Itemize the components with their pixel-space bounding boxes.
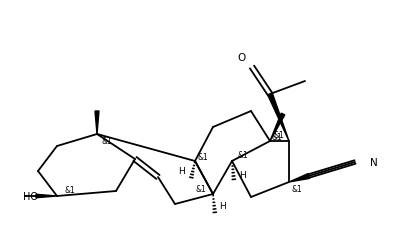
Polygon shape: [268, 94, 289, 142]
Text: O: O: [238, 53, 246, 63]
Text: &1: &1: [101, 136, 112, 145]
Polygon shape: [95, 112, 99, 134]
Polygon shape: [36, 194, 57, 198]
Text: &1: &1: [273, 130, 284, 139]
Text: HO: HO: [23, 191, 38, 201]
Text: H: H: [178, 166, 184, 175]
Text: H: H: [220, 202, 226, 211]
Polygon shape: [270, 114, 285, 141]
Text: &1: &1: [64, 186, 75, 195]
Polygon shape: [289, 174, 309, 182]
Text: N: N: [370, 157, 378, 167]
Text: &1: &1: [292, 185, 303, 194]
Text: &1: &1: [195, 185, 206, 194]
Text: &1: &1: [237, 151, 248, 160]
Text: H: H: [239, 171, 245, 180]
Text: &1: &1: [197, 152, 208, 161]
Text: &1: &1: [271, 133, 282, 142]
